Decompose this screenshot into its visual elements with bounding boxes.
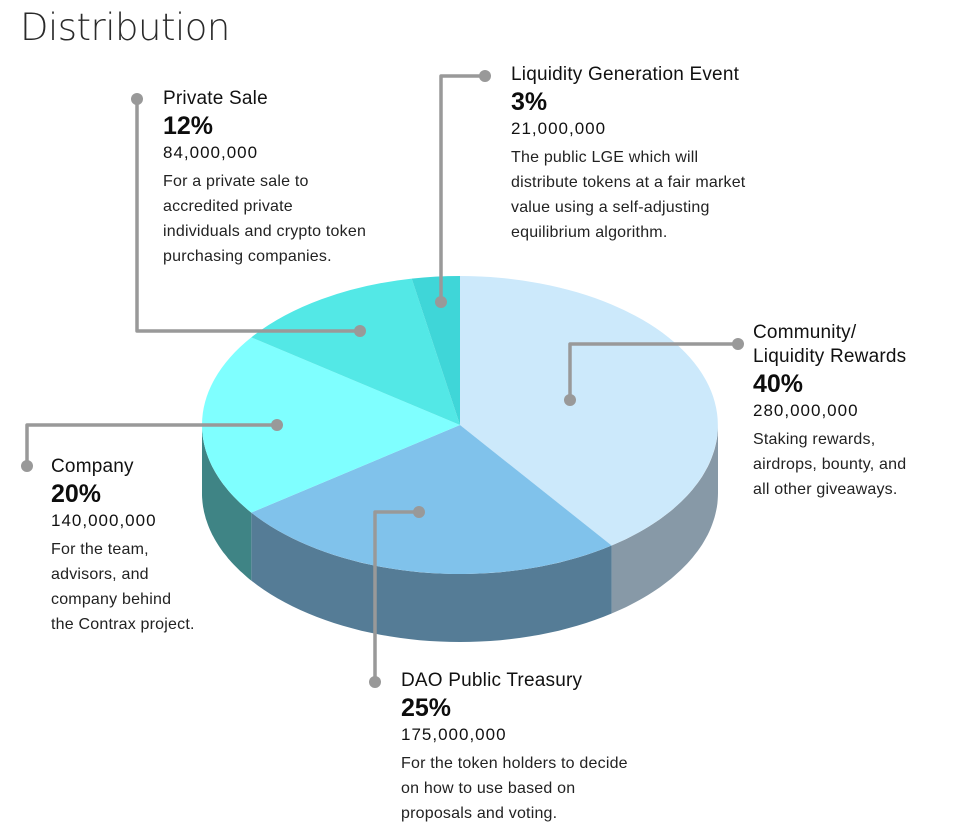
leader-dot-dao	[413, 506, 425, 518]
slice-amount-community-liquidity-rewards: 280,000,000	[753, 401, 859, 420]
leader-dot-end-lge	[479, 70, 491, 82]
slice-percent-liquidity-generation-event: 3%	[511, 88, 548, 116]
leader-dot-end-community	[732, 338, 744, 350]
slice-label-community-liquidity-rewards: Community/ Liquidity Rewards	[753, 322, 907, 367]
slice-description-company: For the team, advisors, and company behi…	[51, 541, 195, 633]
slice-label-private-sale: Private Sale	[163, 88, 268, 109]
leader-dot-community	[564, 394, 576, 406]
callout-company: Company 20% 140,000,000 For the team, ad…	[51, 455, 195, 637]
slice-description-dao-public-treasury: For the token holders to decide on how t…	[401, 755, 628, 822]
page-title: Distribution	[20, 6, 230, 49]
pie-slice-dao	[251, 425, 612, 574]
leader-dot-end-dao	[369, 676, 381, 688]
callout-liquidity-generation-event: Liquidity Generation Event 3% 21,000,000…	[511, 63, 745, 245]
leader-line-dao	[373, 510, 421, 684]
callout-private-sale: Private Sale 12% 84,000,000 For a privat…	[163, 87, 366, 269]
slice-description-liquidity-generation-event: The public LGE which will distribute tok…	[511, 149, 746, 241]
leader-line-community	[568, 342, 740, 402]
slice-description-community-liquidity-rewards: Staking rewards, airdrops, bounty, and a…	[753, 431, 907, 498]
slice-percent-community-liquidity-rewards: 40%	[753, 370, 804, 398]
callout-dao-public-treasury: DAO Public Treasury 25% 175,000,000 For …	[401, 669, 628, 826]
pie-slice-lge	[411, 275, 460, 425]
leader-dot-end-private	[131, 93, 143, 105]
callout-community-liquidity-rewards: Community/ Liquidity Rewards 40% 280,000…	[753, 321, 906, 502]
leader-line-private	[135, 97, 362, 333]
pie-slice-company	[202, 337, 460, 513]
pie-side-community	[611, 425, 718, 614]
slice-percent-company: 20%	[51, 480, 102, 508]
pie-side-dao	[251, 512, 612, 642]
slice-label-dao-public-treasury: DAO Public Treasury	[401, 670, 583, 691]
slice-description-private-sale: For a private sale to accredited private…	[163, 173, 367, 265]
leader-line-lge	[439, 74, 487, 304]
slice-amount-private-sale: 84,000,000	[163, 143, 259, 162]
leader-line-company	[25, 423, 279, 468]
slice-percent-dao-public-treasury: 25%	[401, 694, 452, 722]
slice-amount-liquidity-generation-event: 21,000,000	[511, 119, 607, 138]
slice-label-liquidity-generation-event: Liquidity Generation Event	[511, 64, 740, 85]
slice-amount-company: 140,000,000	[51, 511, 157, 530]
leader-dot-lge	[435, 296, 447, 308]
slice-amount-dao-public-treasury: 175,000,000	[401, 725, 507, 744]
slice-percent-private-sale: 12%	[163, 112, 214, 140]
slice-label-company: Company	[51, 456, 134, 477]
leader-dot-company	[271, 419, 283, 431]
leader-dot-end-company	[21, 460, 33, 472]
pie-slice-private	[251, 278, 460, 425]
pie-side-company	[202, 425, 252, 581]
leader-dot-private	[354, 325, 366, 337]
